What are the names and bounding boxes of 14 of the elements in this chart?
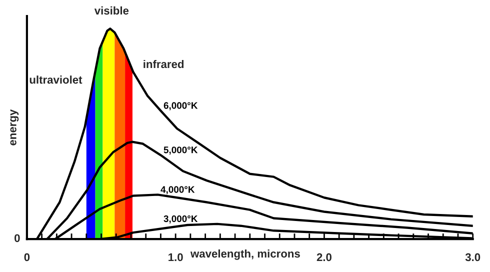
y-axis-title: energy bbox=[10, 109, 19, 146]
text: visible bbox=[94, 6, 129, 15]
x-axis-title: wavelength, microns bbox=[190, 249, 300, 260]
series-label: 4,000°K bbox=[160, 186, 195, 194]
annotation: infrared bbox=[144, 60, 184, 68]
series-label: 3,000°K bbox=[164, 215, 198, 224]
text: 0 bbox=[14, 234, 20, 242]
x-tick-label: 2.0 bbox=[316, 253, 332, 262]
x-tick-label: 1.0 bbox=[168, 253, 183, 262]
x-tick-label: 0 bbox=[24, 253, 30, 262]
series-label: 5,000°K bbox=[164, 146, 198, 155]
annotation: ultraviolet bbox=[30, 76, 82, 84]
x-tick-label: 3.0 bbox=[465, 253, 480, 262]
series-label: 6,000°K bbox=[164, 102, 198, 110]
